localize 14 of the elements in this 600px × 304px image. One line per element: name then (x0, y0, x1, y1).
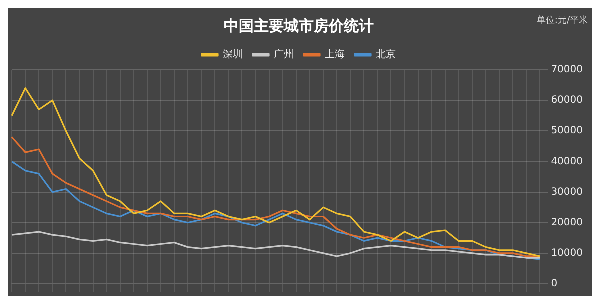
y-tick-label: 20000 (551, 217, 583, 228)
legend-label: 上海 (325, 48, 345, 61)
legend-label: 深圳 (223, 48, 243, 61)
y-tick-label: 50000 (551, 126, 583, 137)
text: 单位:元/平米 (536, 14, 588, 26)
y-tick-label: 60000 (551, 95, 583, 106)
y-tick-label: 0 (551, 278, 558, 290)
y-tick-label: 10000 (551, 248, 583, 260)
legend-label: 北京 (376, 48, 396, 61)
legend-label: 广州 (274, 48, 294, 61)
y-tick-label: 40000 (551, 156, 583, 168)
chart-title: 中国主要城市房价统计 (224, 16, 374, 35)
y-tick-label: 70000 (551, 64, 583, 76)
y-tick-label: 30000 (551, 186, 583, 198)
